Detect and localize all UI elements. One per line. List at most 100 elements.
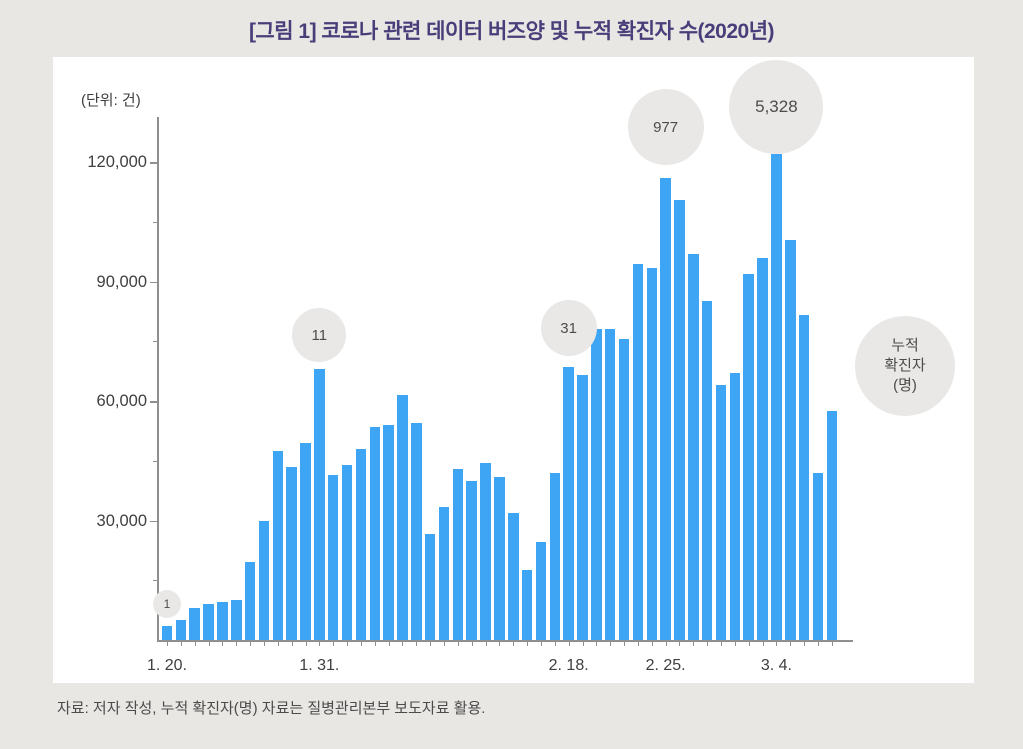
bar: [729, 373, 741, 640]
legend-circle-cumulative-cases: 누적 확진자 (명): [855, 316, 955, 416]
bar: [701, 301, 713, 640]
x-tick: [471, 641, 473, 646]
x-tick: [637, 641, 639, 646]
x-tick: [596, 641, 598, 646]
bar: [563, 367, 574, 640]
bar: [715, 385, 727, 640]
bar: [189, 608, 200, 640]
bar: [521, 570, 533, 640]
annotation-circle: 1: [153, 590, 181, 618]
annotation-circle: 5,328: [729, 60, 824, 154]
x-tick: [457, 641, 459, 646]
bar: [826, 410, 838, 640]
y-axis-unit-label: (단위: 건): [81, 92, 141, 109]
source-note: 자료: 저자 작성, 누적 확진자(명) 자료는 질병관리본부 보도자료 활용.: [57, 700, 486, 717]
x-tick-label: 2. 18.: [548, 657, 589, 674]
x-tick: [762, 641, 764, 646]
x-tick: [721, 641, 722, 646]
x-tick: [291, 641, 293, 646]
x-tick: [374, 641, 376, 646]
x-tick: [180, 641, 182, 646]
bar: [549, 472, 561, 640]
bar: [175, 620, 187, 640]
x-tick: [444, 641, 445, 646]
x-tick: [554, 641, 556, 646]
x-tick: [194, 641, 196, 646]
bar: [452, 468, 464, 640]
x-tick: [734, 641, 736, 646]
y-minor-tick: [153, 460, 158, 462]
x-tick-label: 1. 20.: [146, 657, 188, 674]
bar: [688, 253, 699, 640]
y-minor-tick: [153, 221, 158, 223]
bar: [369, 426, 380, 640]
x-tick: [277, 641, 279, 646]
bar: [494, 476, 505, 640]
bar: [217, 602, 228, 640]
bar: [757, 257, 768, 640]
figure-title: [그림 1] 코로나 관련 데이터 버즈양 및 누적 확진자 수(2020년): [248, 20, 775, 43]
x-tick: [831, 641, 833, 646]
y-minor-tick: [153, 580, 158, 582]
bar: [231, 600, 242, 640]
x-axis-line: [157, 640, 853, 642]
x-tick: [582, 641, 584, 646]
bar: [341, 464, 353, 640]
bar: [812, 472, 824, 640]
bar: [286, 466, 297, 640]
bar: [397, 395, 408, 640]
bar: [535, 542, 547, 640]
x-tick: [305, 641, 307, 646]
x-tick: [790, 641, 792, 646]
x-tick: [236, 641, 238, 646]
x-tick: [665, 641, 667, 646]
legend-circle-text-line: (명): [893, 377, 917, 395]
x-tick-label: 3. 4.: [760, 657, 792, 674]
x-tick: [610, 641, 612, 646]
y-tick-label: 120,000: [87, 153, 147, 171]
bar: [577, 375, 588, 640]
y-major-tick: [150, 401, 158, 403]
x-tick: [527, 641, 529, 646]
x-tick: [208, 641, 210, 646]
annotation-circle: 11: [292, 308, 347, 362]
x-tick: [817, 641, 819, 646]
x-tick: [568, 641, 570, 646]
x-tick: [430, 641, 432, 646]
x-tick: [222, 641, 224, 646]
y-tick-label: 30,000: [96, 511, 147, 530]
x-tick: [360, 641, 362, 646]
legend-circle-text-line: 누적: [891, 336, 919, 354]
bar: [272, 450, 284, 640]
y-tick-label: 60,000: [96, 392, 147, 410]
annotation-circle: 977: [627, 89, 704, 165]
bar: [604, 329, 616, 640]
bar: [411, 422, 422, 640]
x-tick: [263, 641, 265, 646]
x-tick: [333, 641, 335, 646]
bar: [646, 267, 657, 640]
bar: [674, 199, 685, 640]
x-tick-label: 2. 25.: [645, 657, 686, 674]
x-tick: [388, 641, 390, 646]
x-tick: [776, 641, 778, 646]
x-tick: [319, 641, 321, 646]
x-tick: [416, 641, 418, 646]
bar: [355, 448, 367, 640]
bar: [618, 339, 630, 640]
chart-panel: (단위: 건) 30,000 60,000 90,000 120,000 1. 20. 1…: [53, 57, 974, 683]
bar: [660, 177, 671, 640]
x-tick: [624, 641, 626, 646]
bar: [591, 329, 602, 640]
bar: [798, 315, 810, 640]
bar: [258, 520, 270, 640]
y-major-tick: [150, 281, 158, 283]
bar: [424, 534, 436, 640]
bar: [383, 424, 394, 640]
x-tick: [707, 641, 709, 646]
y-axis-line: [157, 117, 159, 640]
x-tick: [679, 641, 681, 646]
bar: [203, 604, 214, 640]
x-tick: [167, 641, 168, 646]
